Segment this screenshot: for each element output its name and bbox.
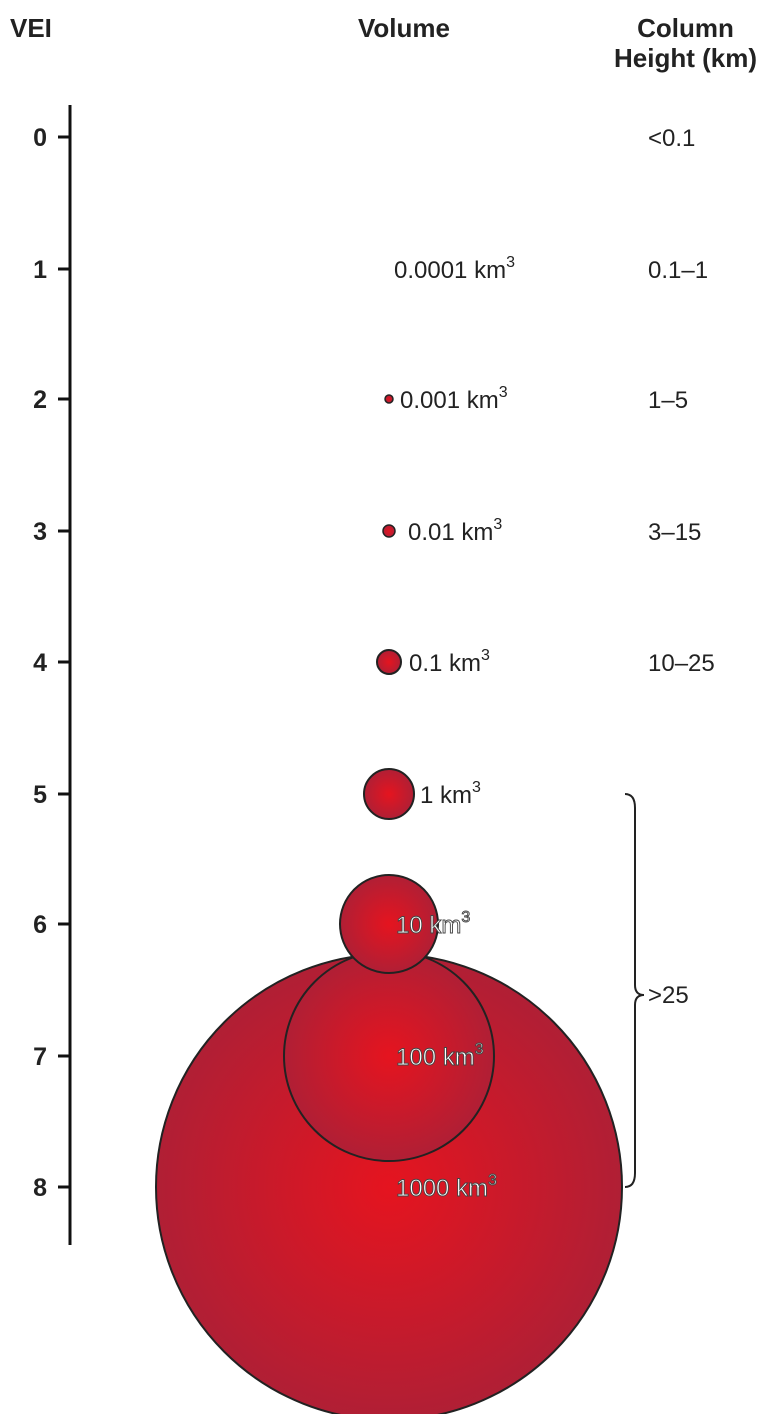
column-height-label-vei-0: <0.1 — [648, 125, 695, 152]
column-height-header-line1: Column — [637, 13, 734, 43]
volume-label-vei-1: 0.0001 km3 — [394, 254, 515, 284]
vei-tick-label-0: 0 — [33, 124, 47, 152]
vei-tick-label-2: 2 — [33, 386, 47, 414]
volume-circle-vei-3 — [382, 524, 396, 538]
column-height-label-vei-3: 3–15 — [648, 519, 701, 546]
volume-label-vei-3: 0.01 km3 — [408, 516, 502, 546]
column-height-bracket — [624, 793, 645, 1188]
volume-circle-vei-4 — [376, 649, 402, 675]
volume-header: Volume — [358, 13, 450, 43]
column-height-header-line2: Height (km) — [614, 43, 757, 73]
column-height-label-vei-1: 0.1–1 — [648, 257, 708, 284]
volume-label-vei-5: 1 km3 — [420, 779, 481, 809]
column-height-label-vei-2: 1–5 — [648, 387, 688, 414]
volume-label-vei-8: 1000 km3 — [396, 1172, 497, 1202]
volume-label-vei-2: 0.001 km3 — [400, 384, 508, 414]
volume-label-vei-6: 10 km3 — [396, 909, 470, 939]
vei-tick-label-1: 1 — [33, 256, 47, 284]
volume-circle-vei-6 — [339, 874, 439, 974]
volume-circle-vei-5 — [363, 768, 415, 820]
vei-tick-label-5: 5 — [33, 781, 47, 809]
column-height-label-vei-4: 10–25 — [648, 650, 715, 677]
vei-tick-label-8: 8 — [33, 1174, 47, 1202]
bracket-label: >25 — [648, 982, 689, 1009]
column-height-header: Column Height (km) — [602, 13, 769, 73]
volume-label-vei-4: 0.1 km3 — [409, 647, 490, 677]
vei-tick-label-6: 6 — [33, 911, 47, 939]
volume-label-vei-7: 100 km3 — [396, 1041, 484, 1071]
vei-header: VEI — [10, 13, 52, 43]
vei-tick-label-7: 7 — [33, 1043, 47, 1071]
vei-tick-label-4: 4 — [33, 649, 47, 677]
vei-tick-label-3: 3 — [33, 518, 47, 546]
volume-circle-vei-2 — [384, 394, 394, 404]
